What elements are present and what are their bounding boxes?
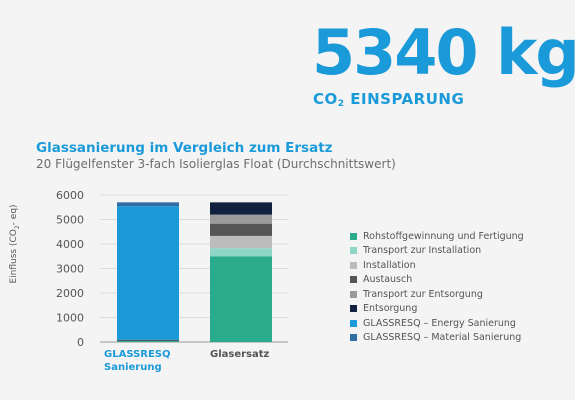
bars <box>117 202 272 342</box>
legend-swatch <box>350 232 357 240</box>
y-tick-label: 5000 <box>56 214 84 227</box>
bar-segment <box>210 202 272 215</box>
bar-segment <box>117 341 179 342</box>
y-tick-label: 0 <box>77 336 84 349</box>
savings-label: CO2 EINSPARUNG <box>313 90 465 109</box>
legend-item: GLASSRESQ – Material Sanierung <box>350 331 524 346</box>
bar-segment <box>117 206 179 340</box>
bar-segment <box>117 340 179 342</box>
chart-title: Glassanierung im Vergleich zum Ersatz <box>36 140 333 156</box>
legend-swatch <box>350 261 357 269</box>
legend-label: Entsorgung <box>363 303 418 315</box>
legend-item: Transport zur Installation <box>350 244 524 259</box>
legend-item: Rohstoffgewinnung und Fertigung <box>350 229 524 244</box>
chart-subtitle: 20 Flügelfenster 3-fach Isolierglas Floa… <box>36 157 396 171</box>
legend-swatch <box>350 290 357 298</box>
legend-label: GLASSRESQ – Material Sanierung <box>363 332 522 344</box>
x-category-glasersatz: Glasersatz <box>210 349 270 360</box>
bar-segment <box>210 248 272 257</box>
legend: Rohstoffgewinnung und Fertigung Transport… <box>350 229 524 345</box>
bar-segment <box>210 256 272 342</box>
legend-item: Entsorgung <box>350 302 524 317</box>
legend-label: Transport zur Installation <box>363 245 482 257</box>
legend-swatch <box>350 276 357 284</box>
legend-item: Austausch <box>350 273 524 288</box>
y-tick-label: 4000 <box>56 238 84 251</box>
y-axis-ticks: 0 1000 2000 3000 4000 5000 6000 <box>56 189 84 349</box>
legend-label: GLASSRESQ – Energy Sanierung <box>363 317 516 329</box>
y-tick-label: 1000 <box>56 312 84 325</box>
y-tick-label: 3000 <box>56 263 84 276</box>
y-tick-label: 6000 <box>56 189 84 202</box>
legend-swatch <box>350 334 357 342</box>
legend-swatch <box>350 319 357 327</box>
bar-segment <box>210 235 272 249</box>
bar-segment <box>117 339 179 341</box>
x-category-glassresq: GLASSRESQ Sanierung <box>104 349 171 373</box>
y-tick-label: 2000 <box>56 287 84 300</box>
legend-item: GLASSRESQ – Energy Sanierung <box>350 316 524 331</box>
legend-label: Rohstoffgewinnung und Fertigung <box>363 230 524 242</box>
bar-segment <box>210 214 272 224</box>
bar-segment <box>117 202 179 207</box>
legend-item: Installation <box>350 258 524 273</box>
legend-swatch <box>350 247 357 255</box>
legend-label: Installation <box>363 259 416 271</box>
bar-segment <box>210 223 272 236</box>
legend-item: Transport zur Entsorgung <box>350 287 524 302</box>
legend-label: Transport zur Entsorgung <box>363 288 483 300</box>
legend-swatch <box>350 305 357 313</box>
savings-value: 5340 kg <box>312 16 575 89</box>
legend-label: Austausch <box>363 274 413 286</box>
